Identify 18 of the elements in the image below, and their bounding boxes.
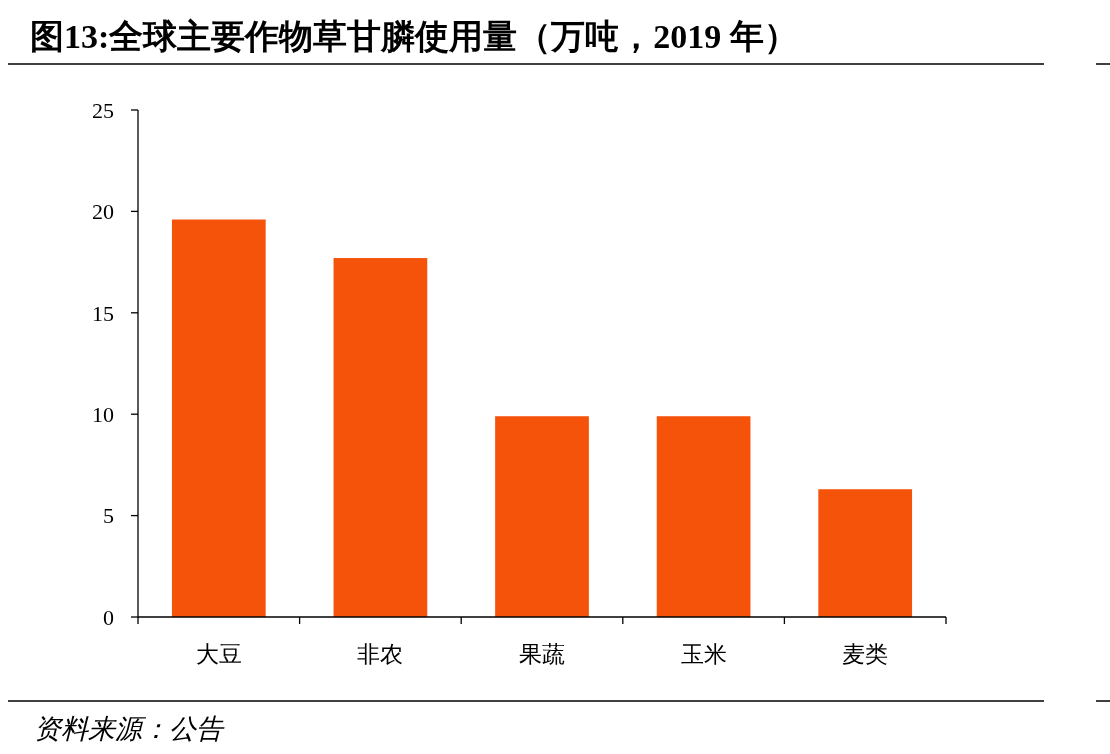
- text: 资料来源：公告: [34, 713, 225, 744]
- bar: [171, 219, 266, 617]
- bar: [818, 489, 913, 617]
- bar: [333, 258, 428, 617]
- x-tick-label: 麦类: [842, 641, 889, 667]
- y-tick-label: 25: [92, 97, 114, 123]
- y-tick-label: 5: [103, 503, 114, 529]
- chart-title: 图13:全球主要作物草甘膦使用量（万吨，2019 年）: [30, 18, 798, 55]
- y-tick-label: 0: [103, 604, 114, 630]
- x-tick-label: 大豆: [195, 641, 242, 667]
- x-tick-label: 非农: [357, 641, 404, 667]
- y-tick-label: 15: [92, 300, 114, 326]
- bar: [656, 416, 751, 617]
- bar: [495, 416, 589, 617]
- x-tick-label: 玉米: [680, 641, 727, 667]
- y-tick-label: 20: [92, 199, 114, 225]
- y-tick-label: 10: [92, 401, 114, 427]
- x-tick-label: 果蔬: [519, 641, 565, 667]
